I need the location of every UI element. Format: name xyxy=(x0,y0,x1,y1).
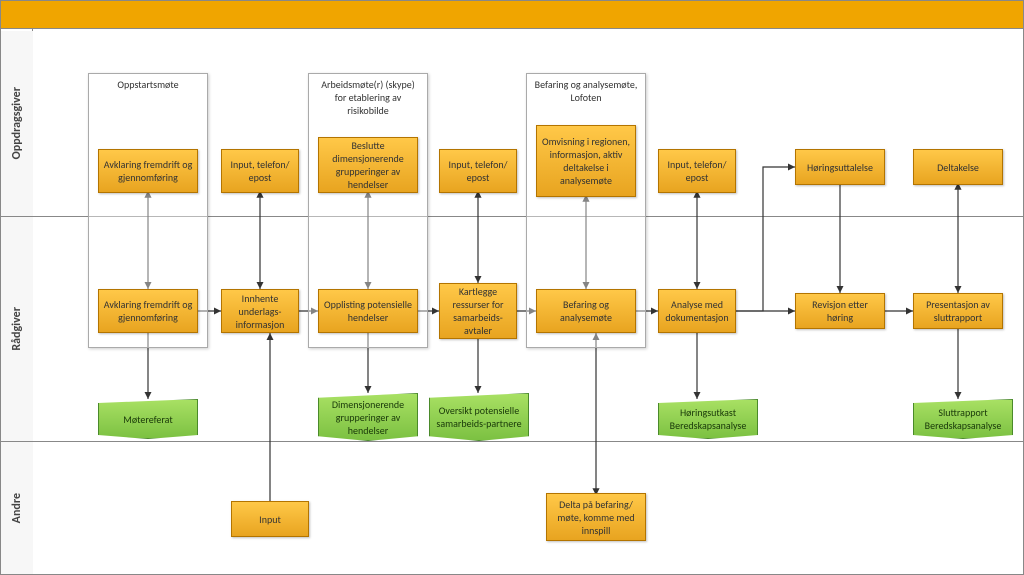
task-box: Input, telefon/ epost xyxy=(221,149,299,193)
document-box: Møtereferat xyxy=(98,399,198,439)
task-box: Avklaring fremdrift og gjennomføring xyxy=(98,149,198,193)
task-box: Beslutte dimensjonerende grupperinger av… xyxy=(318,137,418,193)
lane-text: Rådgiver xyxy=(10,307,24,351)
task-box: Analyse med dokumentasjon xyxy=(658,289,736,333)
task-box: Input xyxy=(231,501,309,537)
swimlane-area: Oppstartsmøte Arbeidsmøte(r) (skype) for … xyxy=(33,29,1024,574)
phase-title: Arbeidsmøte(r) (skype) for etablering av… xyxy=(309,74,427,119)
phase-title: Befaring og analysemøte, Lofoten xyxy=(527,74,645,106)
task-box: Avklaring fremdrift og gjennomføring xyxy=(98,289,198,333)
document-box: Høringsutkast Beredskapsanalyse xyxy=(658,399,758,439)
task-box: Input, telefon/ epost xyxy=(658,149,736,193)
task-box: Høringsuttalelse xyxy=(795,149,885,185)
task-box: Befaring og analysemøte xyxy=(536,289,636,333)
task-box: Omvisning i regionen, informasjon, aktiv… xyxy=(536,125,636,197)
lane-label-oppdragsgiver: Oppdragsgiver xyxy=(1,31,33,216)
lane-label-andre: Andre xyxy=(1,441,33,574)
document-box: Sluttrapport Beredskapsanalyse xyxy=(913,399,1013,439)
task-box: Kartlegge ressurser for samarbeids- avta… xyxy=(439,283,517,339)
header-bar xyxy=(1,1,1023,29)
task-box: Innhente underlags- informasjon xyxy=(221,289,299,333)
task-box: Input, telefon/ epost xyxy=(439,149,517,193)
document-box: Dimensjonerende grupperinger av hendelse… xyxy=(318,393,418,441)
phase-title: Oppstartsmøte xyxy=(89,74,207,93)
task-box: Delta på befaring/ møte, komme med innsp… xyxy=(546,493,646,541)
task-box: Revisjon etter høring xyxy=(795,293,885,329)
diagram-frame: Oppdragsgiver Rådgiver Andre Oppstartsmø… xyxy=(0,0,1024,575)
document-box: Oversikt potensielle samarbeids-partnere xyxy=(429,393,529,441)
lane-labels: Oppdragsgiver Rådgiver Andre xyxy=(1,29,33,574)
lane-text: Andre xyxy=(10,493,24,523)
task-box: Deltakelse xyxy=(913,149,1003,185)
task-box: Opplisting potensielle hendelser xyxy=(318,289,418,333)
lane-text: Oppdragsgiver xyxy=(10,87,24,159)
task-box: Presentasjon av sluttrapport xyxy=(913,293,1003,329)
lane-label-radgiver: Rådgiver xyxy=(1,216,33,441)
